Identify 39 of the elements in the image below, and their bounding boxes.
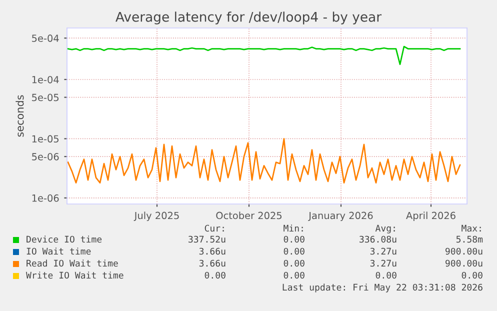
y-tick-label: 1e-04 — [32, 76, 59, 84]
legend-label: Device IO time — [26, 236, 102, 243]
text: 3.66u — [199, 248, 226, 255]
legend-label: Read IO Wait time — [26, 260, 118, 267]
legend-label: IO Wait time — [26, 248, 91, 255]
text: 337.52u — [188, 236, 226, 243]
y-tick-label: 5e-04 — [32, 34, 59, 42]
y-tick-label: 1e-05 — [32, 135, 59, 143]
line-series — [67, 46, 461, 66]
y-axis-title: seconds — [16, 95, 24, 137]
y-tick-label: 5e-06 — [32, 153, 59, 160]
legend-label: Write IO Wait time — [26, 272, 124, 279]
text: 900.00u — [446, 260, 482, 267]
text: Max: — [462, 224, 481, 232]
text: 5.58m — [456, 236, 483, 243]
text: 0.00 — [204, 272, 226, 279]
line-series — [67, 138, 461, 184]
text: 3.27u — [370, 260, 396, 267]
chart-title: Average latency for /dev/loop4 - by year — [116, 12, 382, 24]
text: Min: — [284, 224, 303, 232]
x-tick-label: October 2025 — [216, 212, 282, 220]
text: Avg: — [375, 224, 395, 234]
text: Cur: — [204, 224, 224, 232]
x-tick-label: January 2026 — [308, 212, 373, 222]
text: 3.27u — [370, 248, 396, 255]
text: 0.00 — [462, 272, 482, 279]
y-tick-label: 1e-06 — [32, 194, 59, 202]
text: Last update: Fri May 22 03:31:08 2026 — [282, 284, 482, 292]
text: 900.00u — [446, 248, 482, 255]
text: 0.00 — [284, 272, 304, 279]
text: 0.00 — [284, 248, 304, 255]
text: 3.66u — [199, 260, 226, 267]
text: 0.00 — [284, 236, 304, 243]
text: 0.00 — [376, 272, 396, 279]
x-tick-label: April 2026 — [406, 212, 456, 222]
text: 0.00 — [284, 260, 304, 267]
x-tick-label: July 2025 — [134, 212, 179, 222]
y-tick-label: 5e-05 — [32, 94, 59, 102]
text: 336.08u — [360, 236, 396, 243]
